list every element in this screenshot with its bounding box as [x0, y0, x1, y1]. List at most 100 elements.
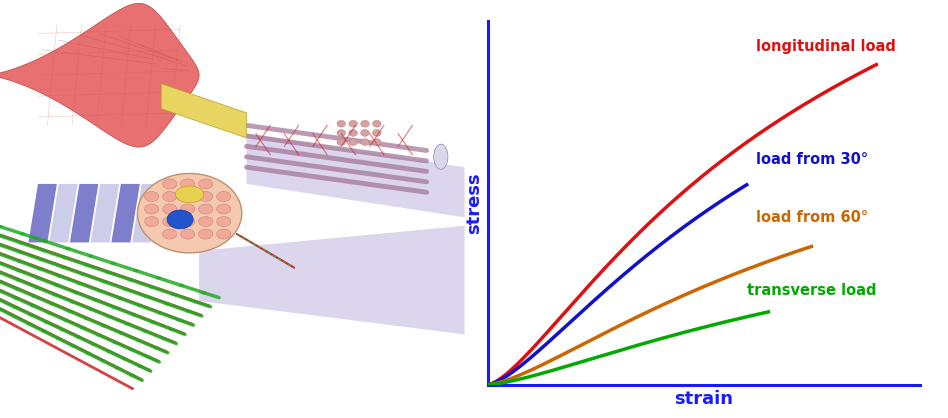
Ellipse shape [373, 130, 381, 136]
Polygon shape [49, 184, 78, 242]
Ellipse shape [0, 271, 3, 274]
Ellipse shape [185, 309, 191, 313]
Ellipse shape [27, 322, 32, 326]
Ellipse shape [154, 346, 159, 349]
Ellipse shape [143, 330, 149, 333]
Ellipse shape [12, 315, 18, 319]
Ellipse shape [180, 191, 195, 201]
Ellipse shape [118, 331, 124, 335]
Ellipse shape [145, 355, 151, 359]
Ellipse shape [177, 319, 183, 322]
Ellipse shape [57, 275, 63, 278]
Ellipse shape [98, 289, 103, 293]
Ellipse shape [74, 291, 80, 294]
Ellipse shape [33, 285, 39, 289]
Ellipse shape [28, 313, 34, 316]
Ellipse shape [44, 321, 49, 324]
Ellipse shape [180, 204, 195, 214]
Ellipse shape [32, 295, 38, 298]
Ellipse shape [373, 139, 381, 145]
Ellipse shape [20, 232, 26, 236]
Ellipse shape [93, 298, 99, 302]
Ellipse shape [216, 229, 230, 239]
Ellipse shape [115, 367, 120, 370]
Ellipse shape [133, 269, 138, 273]
Ellipse shape [118, 297, 123, 300]
Ellipse shape [63, 256, 68, 260]
Ellipse shape [84, 317, 90, 320]
Ellipse shape [71, 344, 77, 348]
Ellipse shape [106, 350, 112, 353]
Ellipse shape [172, 293, 177, 296]
Ellipse shape [122, 357, 128, 361]
Text: transverse load: transverse load [747, 283, 877, 298]
Ellipse shape [193, 300, 199, 303]
Ellipse shape [52, 293, 58, 296]
Ellipse shape [360, 120, 370, 127]
Ellipse shape [137, 173, 242, 253]
Ellipse shape [136, 339, 141, 342]
Ellipse shape [77, 282, 82, 285]
Ellipse shape [163, 217, 176, 227]
Ellipse shape [175, 186, 204, 203]
Ellipse shape [0, 225, 3, 228]
Ellipse shape [137, 304, 143, 307]
Ellipse shape [131, 313, 137, 316]
Ellipse shape [122, 288, 128, 291]
Ellipse shape [112, 306, 118, 309]
Ellipse shape [373, 120, 381, 127]
Ellipse shape [180, 217, 195, 227]
Ellipse shape [360, 139, 370, 145]
Ellipse shape [337, 130, 345, 136]
Polygon shape [173, 184, 202, 242]
Ellipse shape [0, 252, 3, 256]
Ellipse shape [0, 234, 3, 237]
Text: longitudinal load: longitudinal load [756, 39, 896, 54]
Ellipse shape [18, 251, 24, 254]
Ellipse shape [88, 308, 94, 311]
Ellipse shape [144, 217, 159, 227]
Ellipse shape [198, 191, 212, 201]
Ellipse shape [64, 319, 69, 322]
Ellipse shape [46, 311, 52, 315]
Polygon shape [28, 184, 57, 242]
Ellipse shape [201, 291, 207, 294]
Polygon shape [0, 3, 199, 147]
Polygon shape [194, 184, 223, 242]
Ellipse shape [81, 273, 86, 276]
Ellipse shape [106, 315, 112, 319]
Ellipse shape [198, 217, 212, 227]
Ellipse shape [43, 240, 48, 243]
Ellipse shape [100, 359, 106, 362]
Ellipse shape [106, 271, 112, 274]
Ellipse shape [16, 269, 22, 273]
Ellipse shape [88, 254, 94, 257]
Ellipse shape [14, 288, 20, 291]
Ellipse shape [198, 204, 212, 214]
Polygon shape [70, 184, 99, 242]
Ellipse shape [12, 306, 18, 309]
Ellipse shape [216, 191, 230, 201]
Ellipse shape [163, 229, 176, 239]
Y-axis label: stress: stress [465, 172, 483, 234]
Ellipse shape [137, 364, 143, 368]
Ellipse shape [70, 300, 76, 303]
Ellipse shape [49, 302, 55, 306]
Ellipse shape [101, 280, 107, 283]
Ellipse shape [178, 284, 184, 287]
Ellipse shape [96, 334, 101, 337]
Ellipse shape [349, 139, 357, 145]
Ellipse shape [150, 285, 155, 289]
Ellipse shape [13, 297, 19, 300]
Polygon shape [161, 84, 246, 138]
Ellipse shape [60, 265, 65, 269]
Ellipse shape [15, 278, 21, 282]
Ellipse shape [41, 249, 46, 252]
Ellipse shape [60, 328, 65, 331]
Ellipse shape [110, 262, 116, 265]
Text: load from 30°: load from 30° [756, 152, 867, 167]
Ellipse shape [144, 204, 159, 214]
Polygon shape [153, 184, 181, 242]
Ellipse shape [155, 276, 161, 280]
Ellipse shape [39, 258, 45, 261]
